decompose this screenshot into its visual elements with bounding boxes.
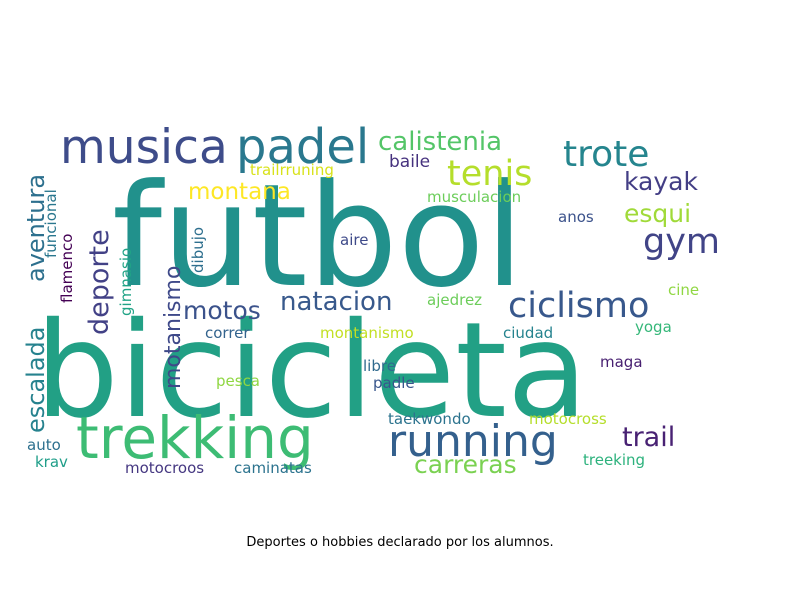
- word-aire: aire: [340, 231, 368, 249]
- word-aventura: aventura: [22, 174, 50, 282]
- word-motanismo: motanismo: [161, 266, 186, 389]
- word-kayak: kayak: [624, 167, 698, 196]
- word-carreras: carreras: [414, 450, 517, 479]
- word-deporte: deporte: [84, 229, 115, 335]
- word-trailrruning: trailrruning: [250, 161, 334, 179]
- word-correr: correr: [205, 324, 250, 342]
- word-trote: trote: [563, 134, 649, 175]
- word-yoga: yoga: [635, 318, 672, 336]
- word-natacion: natacion: [280, 287, 392, 317]
- word-gym: gym: [643, 222, 720, 262]
- word-running: running: [388, 416, 558, 467]
- word-funcional: funcional: [42, 189, 60, 258]
- word-maga: maga: [600, 353, 643, 371]
- word-krav: krav: [35, 453, 68, 471]
- word-tenis: tenis: [447, 154, 532, 194]
- word-esqui: esqui: [624, 199, 691, 228]
- word-montana: montana: [188, 179, 291, 205]
- word-escalada: escalada: [22, 327, 50, 434]
- word-baile: baile: [389, 152, 430, 172]
- word-caminatas: caminatas: [234, 459, 312, 477]
- word-dibujo: dibujo: [189, 227, 207, 273]
- word-motocroos: motocroos: [125, 459, 204, 477]
- word-auto: auto: [27, 436, 61, 454]
- word-pesca: pesca: [216, 372, 260, 390]
- word-motocross: motocross: [529, 410, 607, 428]
- word-libre: libre: [363, 357, 396, 375]
- word-gimnasio: gimnasio: [117, 248, 135, 316]
- word-treeking: treeking: [583, 451, 645, 469]
- word-motos: motos: [183, 296, 261, 325]
- word-musculacion: musculacion: [427, 188, 521, 206]
- word-padel: padel: [236, 119, 369, 175]
- word-musica: musica: [60, 120, 228, 175]
- word-anos: anos: [558, 208, 594, 226]
- word-taekwondo: taekwondo: [388, 410, 471, 428]
- word-bicicleta: bicicleta: [35, 294, 588, 448]
- word-ajedrez: ajedrez: [427, 291, 482, 309]
- word-trekking: trekking: [76, 404, 314, 472]
- word-futbol: futbol: [112, 154, 524, 319]
- caption: Deportes o hobbies declarado por los alu…: [246, 535, 554, 550]
- word-ciudad: ciudad: [503, 324, 553, 342]
- word-padle: padle: [373, 374, 415, 392]
- word-flamenco: flamenco: [58, 234, 76, 303]
- word-cine: cine: [668, 281, 699, 299]
- word-calistenia: calistenia: [378, 127, 502, 157]
- word-ciclismo: ciclismo: [508, 286, 649, 326]
- word-montanismo: montanismo: [320, 324, 414, 342]
- word-trail: trail: [622, 422, 675, 453]
